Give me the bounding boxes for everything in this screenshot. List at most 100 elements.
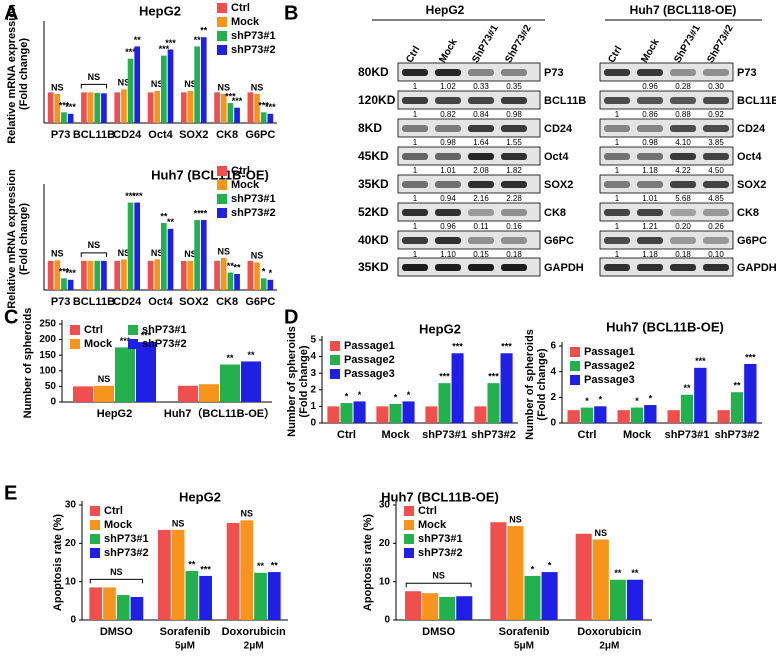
bar <box>227 103 234 123</box>
quantification: 1 <box>413 138 418 147</box>
x-tick-label: Ctrl <box>578 429 597 441</box>
bar <box>115 347 135 402</box>
significance-label: ** <box>200 208 208 218</box>
quantification: 1 <box>615 222 620 231</box>
x-tick-label: Doxorubicin <box>577 626 641 638</box>
bar <box>101 93 107 123</box>
quantification: 1 <box>615 166 620 175</box>
blot-band <box>501 97 527 104</box>
bar <box>389 403 402 423</box>
bar <box>54 93 61 123</box>
bar <box>214 92 220 123</box>
significance-label: ** <box>631 568 639 578</box>
bar <box>147 92 154 123</box>
molecular-weight: 120KD <box>358 93 396 107</box>
bar <box>121 259 127 290</box>
bar <box>267 572 281 620</box>
bar <box>61 112 67 123</box>
bar <box>81 92 87 123</box>
blot-band <box>670 209 696 216</box>
significance-label: NS <box>118 248 131 258</box>
x-tick-sublabel: 5μM <box>175 641 195 652</box>
blot-band <box>703 153 729 160</box>
protein-label: SOX2 <box>737 179 766 191</box>
legend-swatch <box>128 325 138 335</box>
significance-label: *** <box>132 191 143 201</box>
bar <box>694 367 707 423</box>
blot-band <box>435 125 461 132</box>
blot-band <box>501 181 527 188</box>
significance-label: *** <box>125 47 136 57</box>
bar <box>575 533 592 620</box>
quantification: 0.20 <box>675 222 691 231</box>
legend-label: Mock <box>231 16 260 28</box>
quantification: 1.55 <box>506 138 522 147</box>
quantification: 0.28 <box>675 82 691 91</box>
bar <box>161 55 167 123</box>
quantification: 1 <box>615 138 620 147</box>
x-tick-label: SOX2 <box>179 129 208 141</box>
bar <box>154 90 160 123</box>
significance-label: *** <box>159 44 170 54</box>
bar <box>130 597 144 620</box>
quantification: 0.11 <box>474 222 490 231</box>
quantification: 4.10 <box>675 138 691 147</box>
blot-band <box>435 69 461 76</box>
legend-swatch <box>570 347 580 357</box>
bar <box>67 279 74 290</box>
x-tick-label: shP73#1 <box>422 429 467 441</box>
blot-band <box>670 264 696 271</box>
lane-label: Mock <box>437 37 460 65</box>
legend-label: shP73#2 <box>142 338 187 350</box>
y-tick-label: 1 <box>310 401 316 412</box>
significance-label: * <box>599 395 603 405</box>
bar <box>474 406 487 423</box>
significance-label: *** <box>141 330 152 340</box>
bar <box>226 523 240 620</box>
significance-label: * <box>269 268 273 278</box>
lane-label: Ctrl <box>404 44 422 65</box>
legend-swatch <box>404 506 414 516</box>
bar <box>340 403 353 423</box>
x-tick-label: BCL11B <box>73 129 115 141</box>
blot-band <box>703 69 729 76</box>
bracket <box>405 582 472 588</box>
chart-title: HepG2 <box>419 321 461 336</box>
blot-band <box>703 209 729 216</box>
protein-label: G6PC <box>544 235 574 247</box>
y-tick-label: 10 <box>65 576 77 587</box>
blot-band <box>637 97 663 104</box>
blot-band <box>670 97 696 104</box>
quantification: 0.84 <box>473 110 489 119</box>
quantification: 1.01 <box>642 194 658 203</box>
x-tick-label: CK8 <box>216 296 238 308</box>
quantification: 0.18 <box>675 250 691 259</box>
molecular-weight: 35KD <box>358 177 389 191</box>
significance-label: ** <box>614 568 622 578</box>
quantification: 1.64 <box>473 138 489 147</box>
lane-label: ShP73#1 <box>470 23 501 65</box>
blot-band <box>468 181 494 188</box>
bar <box>247 260 254 290</box>
quantification: 0.18 <box>506 250 522 259</box>
significance-label: NS <box>98 374 111 384</box>
bar <box>94 92 101 123</box>
x-tick-sublabel: 2μM <box>599 641 619 652</box>
significance-label: ** <box>227 261 235 271</box>
y-tick-label: 0 <box>310 418 316 429</box>
bar <box>116 595 130 620</box>
y-tick-label: 30 <box>379 500 391 511</box>
blot-band <box>703 237 729 244</box>
bar <box>220 257 227 290</box>
significance-label: *** <box>265 102 276 112</box>
quantification: 0.16 <box>506 222 522 231</box>
molecular-weight: 45KD <box>358 149 389 163</box>
quantification: 0.88 <box>675 110 691 119</box>
blot-band <box>435 209 461 216</box>
bar <box>220 364 240 402</box>
molecular-weight: 80KD <box>358 65 389 79</box>
blot-band <box>402 237 428 244</box>
bar <box>240 520 254 620</box>
quantification: 2.16 <box>473 194 489 203</box>
